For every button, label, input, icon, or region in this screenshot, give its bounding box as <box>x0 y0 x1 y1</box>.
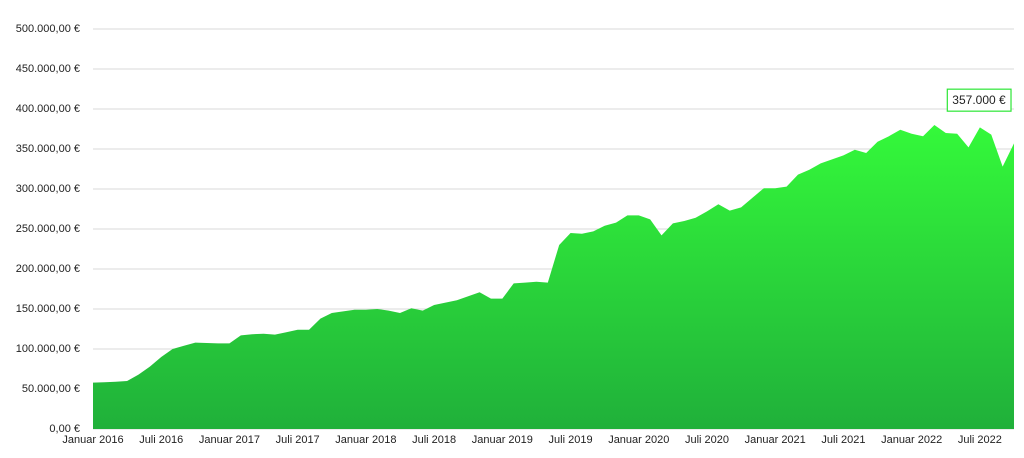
x-tick-label: Januar 2018 <box>335 434 396 446</box>
x-tick-label: Januar 2020 <box>608 434 669 446</box>
x-tick-label: Juli 2017 <box>276 434 320 446</box>
y-tick-label: 150.000,00 € <box>16 303 80 315</box>
x-tick-label: Juli 2018 <box>412 434 456 446</box>
y-tick-label: 0,00 € <box>49 423 80 435</box>
y-tick-label: 500.000,00 € <box>16 23 80 35</box>
x-tick-label: Januar 2021 <box>745 434 806 446</box>
y-tick-label: 450.000,00 € <box>16 63 80 75</box>
x-tick-label: Juli 2020 <box>685 434 729 446</box>
x-tick-label: Januar 2017 <box>199 434 260 446</box>
y-tick-label: 300.000,00 € <box>16 183 80 195</box>
value-label-box <box>946 88 1012 112</box>
y-tick-label: 350.000,00 € <box>16 143 80 155</box>
y-tick-label: 50.000,00 € <box>22 383 80 395</box>
y-tick-label: 200.000,00 € <box>16 263 80 275</box>
x-tick-label: Juli 2021 <box>821 434 865 446</box>
value-label: 357.000 € <box>952 93 1006 107</box>
y-tick-label: 400.000,00 € <box>16 103 80 115</box>
area <box>93 125 1014 429</box>
x-tick-label: Juli 2016 <box>139 434 183 446</box>
x-tick-label: Januar 2019 <box>472 434 533 446</box>
x-tick-label: Juli 2019 <box>549 434 593 446</box>
y-tick-label: 250.000,00 € <box>16 223 80 235</box>
x-tick-label: Januar 2022 <box>881 434 942 446</box>
y-tick-label: 100.000,00 € <box>16 343 80 355</box>
x-tick-label: Juli 2022 <box>958 434 1002 446</box>
x-tick-label: Januar 2016 <box>62 434 123 446</box>
